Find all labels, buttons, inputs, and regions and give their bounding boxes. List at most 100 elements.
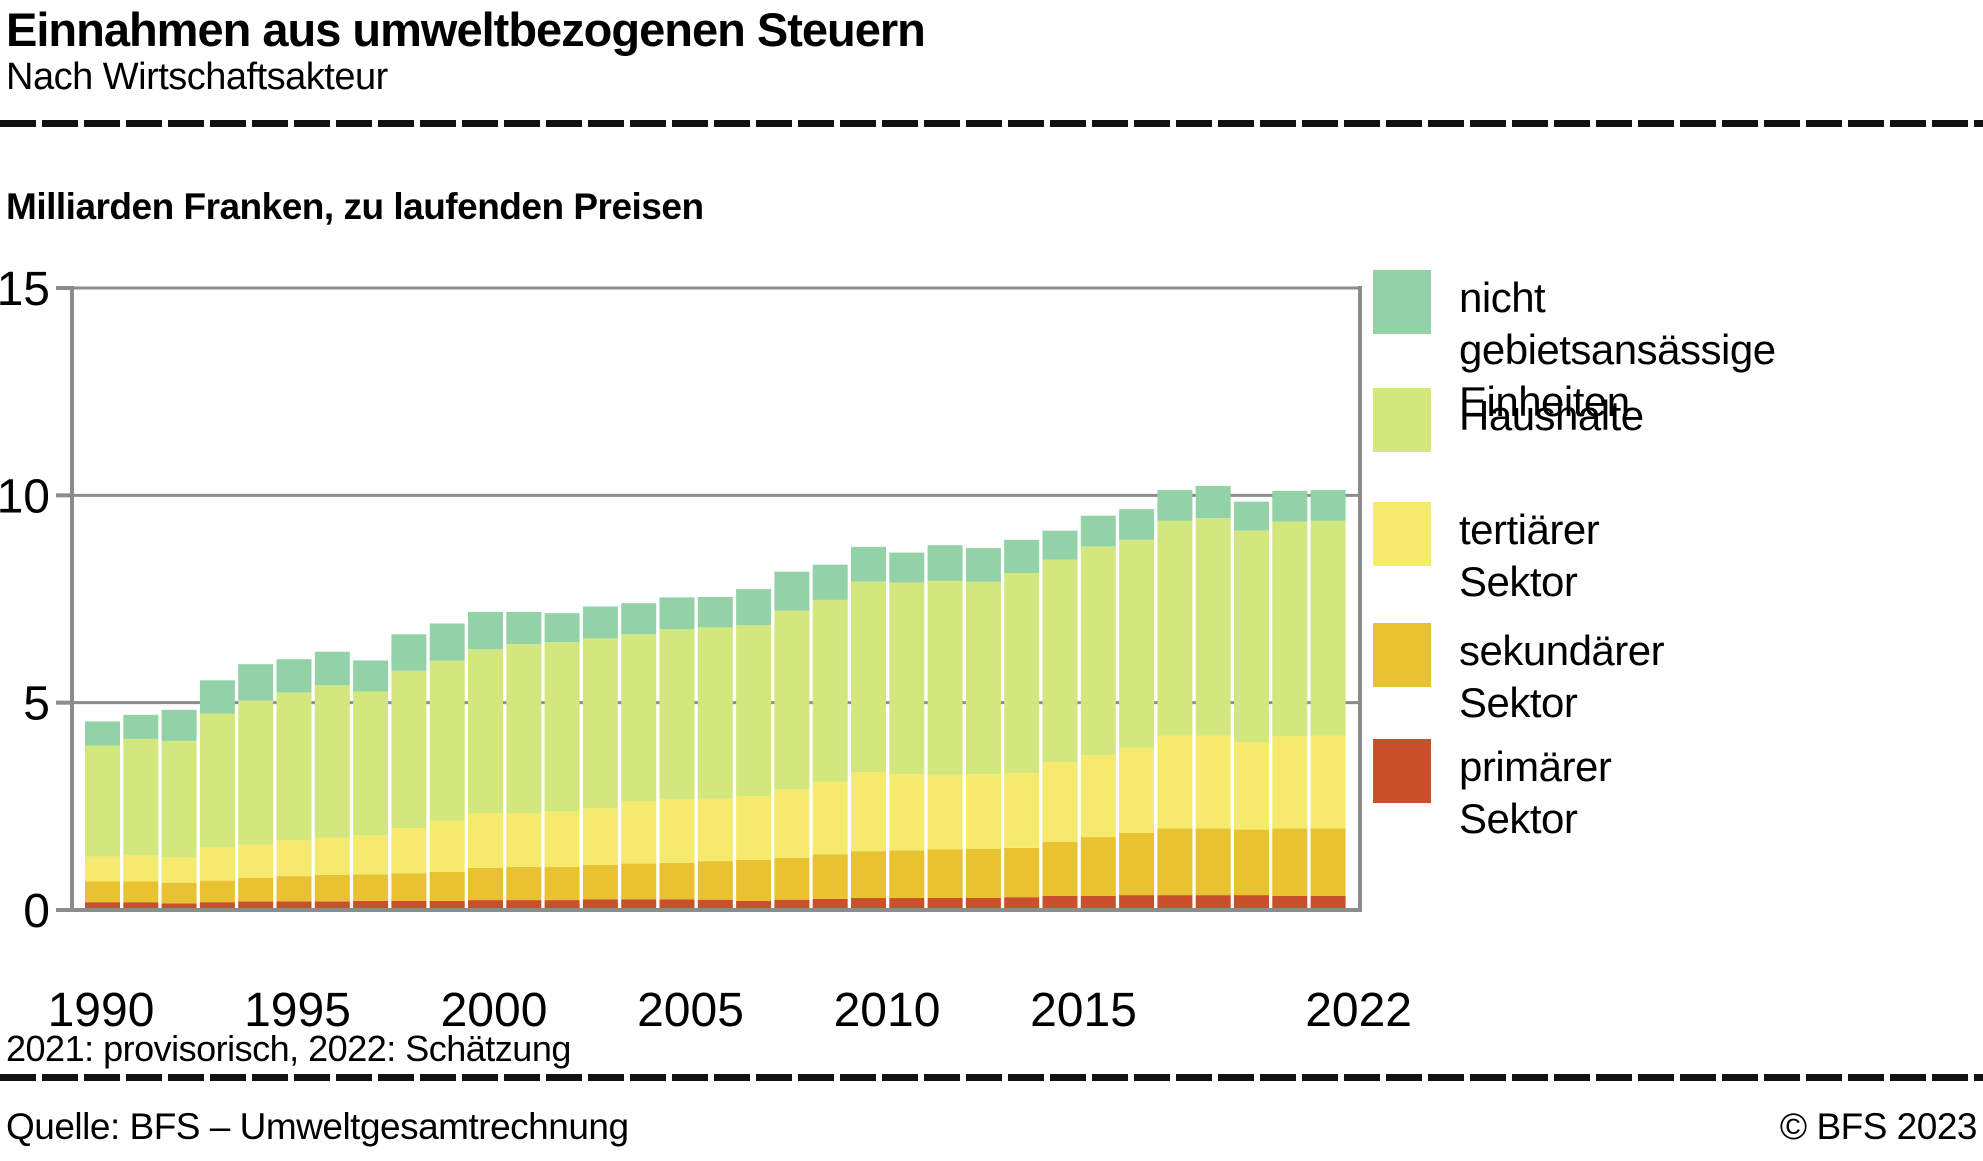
bar-segment-1998-haushalte [391,670,427,828]
bar-segment-2021-haushalte [1272,521,1308,737]
legend-swatch-tertiärer-sektor [1373,502,1431,566]
bar-segment-2013-primärer-sektor [965,898,1001,908]
source-text: Quelle: BFS – Umweltgesamtrechnung [6,1106,629,1147]
legend-label: Haushalte [1459,392,1644,439]
legend-label: primärer Sektor [1459,743,1612,842]
bar-segment-1997-haushalte [353,691,389,836]
y-tick-label-0: 0 [23,885,50,938]
bar-segment-1990-nicht-gebietsansässige-einheiten [85,721,120,746]
bar-segment-2018-sekundärer-sektor [1157,828,1193,896]
bar-segment-1994-haushalte [238,700,274,845]
bar-segment-2021-nicht-gebietsansässige-einheiten [1272,490,1308,522]
bar-segment-2016-haushalte [1080,546,1116,755]
bar-segment-1996-tertiärer-sektor [314,837,350,875]
bar-segment-2017-primärer-sektor [1119,895,1155,908]
bar-segment-2015-primärer-sektor [1042,896,1078,908]
bar-segment-2014-primärer-sektor [1004,897,1040,908]
bar-segment-2020-sekundärer-sektor [1234,829,1269,896]
page-title: Einnahmen aus umweltbezogenen Steuern [6,3,926,56]
bar-segment-2004-nicht-gebietsansässige-einheiten [621,603,657,635]
bar-segment-2002-nicht-gebietsansässige-einheiten [544,613,580,643]
bar-segment-2005-sekundärer-sektor [659,862,695,900]
bar-segment-2006-haushalte [697,627,733,799]
legend-item-primärer-sektor: primärer Sektor [1373,739,1612,845]
bar-segment-2005-nicht-gebietsansässige-einheiten [659,597,695,630]
bar-segment-2021-sekundärer-sektor [1272,828,1308,896]
bar-segment-1990-primärer-sektor [85,902,120,908]
bar-segment-2003-nicht-gebietsansässige-einheiten [582,606,618,639]
bar-segment-1990-haushalte [85,745,120,857]
bar-segment-1991-nicht-gebietsansässige-einheiten [123,714,159,739]
bar-segment-2008-tertiärer-sektor [774,789,810,858]
bar-segment-2018-primärer-sektor [1157,895,1193,908]
bar-segment-1996-sekundärer-sektor [314,874,350,902]
bar-segment-1998-primärer-sektor [391,901,427,908]
legend-item-nicht-gebietsansässige-einheiten: nicht gebietsansässige Einheiten [1373,270,1776,428]
bar-segment-2006-primärer-sektor [697,899,733,908]
bar-segment-1990-sekundärer-sektor [85,881,120,903]
bar-segment-1995-primärer-sektor [276,901,312,908]
bar-segment-1994-sekundärer-sektor [238,877,274,902]
bar-segment-2013-sekundärer-sektor [965,848,1001,898]
legend-item-tertiärer-sektor: tertiärer Sektor [1373,502,1600,608]
x-tick-label-1995: 1995 [244,984,351,1037]
bar-segment-2015-tertiärer-sektor [1042,762,1078,842]
bar-segment-2008-primärer-sektor [774,899,810,908]
bar-segment-2001-primärer-sektor [506,900,542,908]
bar-segment-2020-tertiärer-sektor [1234,742,1269,830]
bar-segment-2007-sekundärer-sektor [736,859,772,901]
bar-segment-1994-tertiärer-sektor [238,844,274,878]
bar-segment-2012-nicht-gebietsansässige-einheiten [927,545,963,581]
y-tick-label-15: 15 [0,263,50,316]
bar-segment-2002-tertiärer-sektor [544,811,580,867]
bar-segment-2012-primärer-sektor [927,898,963,908]
bar-segment-2002-sekundärer-sektor [544,866,580,901]
bar-segment-2004-tertiärer-sektor [621,801,657,864]
bar-segment-2013-nicht-gebietsansässige-einheiten [965,548,1001,582]
bar-segment-2013-haushalte [965,581,1001,775]
bar-segment-1994-nicht-gebietsansässige-einheiten [238,664,274,701]
bar-segment-1999-haushalte [429,660,465,821]
bar-segment-2002-primärer-sektor [544,900,580,908]
bar-segment-2012-sekundärer-sektor [927,849,963,898]
bar-segment-2015-nicht-gebietsansässige-einheiten [1042,530,1078,560]
bar-segment-2000-haushalte [468,649,503,813]
bar-segment-2010-tertiärer-sektor [851,772,886,852]
bar-segment-1996-nicht-gebietsansässige-einheiten [314,651,350,686]
bar-segment-2009-nicht-gebietsansässige-einheiten [812,564,848,600]
legend-swatch-sekundärer-sektor [1373,623,1431,687]
bar-segment-2007-nicht-gebietsansässige-einheiten [736,589,772,626]
bar-segment-1995-sekundärer-sektor [276,876,312,902]
bar-segment-1998-tertiärer-sektor [391,828,427,874]
y-tick-label-10: 10 [0,470,50,523]
footnote: 2021: provisorisch, 2022: Schätzung [6,1028,571,1069]
bar-segment-2010-nicht-gebietsansässige-einheiten [851,546,886,582]
bar-segment-1992-haushalte [161,740,197,857]
bar-segment-2009-primärer-sektor [812,898,848,908]
bar-segment-2010-primärer-sektor [851,898,886,908]
bar-segment-2004-haushalte [621,634,657,801]
x-tick-label-2005: 2005 [637,984,744,1037]
bar-segment-2022-tertiärer-sektor [1310,735,1346,829]
bar-segment-1996-haushalte [314,685,350,838]
bar-segment-2014-tertiärer-sektor [1004,773,1040,848]
bar-segment-2004-sekundärer-sektor [621,863,657,900]
bar-segment-2009-haushalte [812,599,848,782]
bar-segment-2020-primärer-sektor [1234,895,1269,908]
bar-segment-1995-tertiärer-sektor [276,840,312,877]
bar-segment-2016-tertiärer-sektor [1080,755,1116,838]
bar-segment-2016-primärer-sektor [1080,896,1116,908]
x-tick-label-2022: 2022 [1305,984,1412,1037]
bar-segment-2011-nicht-gebietsansässige-einheiten [889,552,925,583]
bar-segment-2001-haushalte [506,644,542,814]
bar-segment-2000-primärer-sektor [468,900,503,908]
bar-segment-2001-sekundärer-sektor [506,866,542,901]
bottom-divider [0,1074,1983,1081]
bar-segment-1995-haushalte [276,692,312,841]
bar-segment-2017-tertiärer-sektor [1119,747,1155,833]
bar-segment-2019-sekundärer-sektor [1195,828,1231,896]
bar-segment-2005-tertiärer-sektor [659,799,695,863]
bar-segment-1998-nicht-gebietsansässige-einheiten [391,634,427,671]
legend-swatch-primärer-sektor [1373,739,1431,803]
